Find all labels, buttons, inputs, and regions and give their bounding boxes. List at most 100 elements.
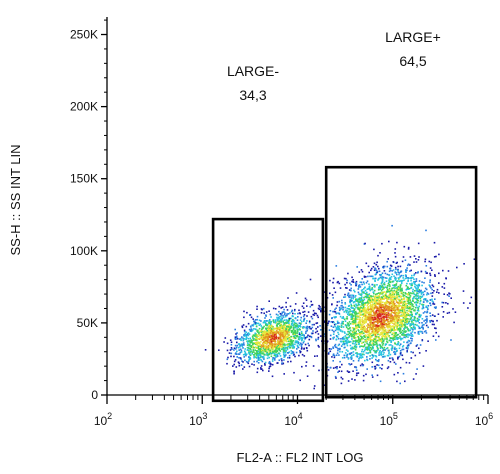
event-dot	[378, 306, 381, 308]
event-dot	[353, 289, 355, 292]
event-dot	[406, 307, 408, 309]
event-dot	[351, 327, 354, 329]
event-dot	[412, 329, 414, 331]
event-dot	[353, 335, 355, 338]
event-dot	[338, 354, 340, 356]
event-dot	[387, 333, 389, 336]
event-dot	[363, 321, 365, 323]
event-dot	[249, 330, 252, 332]
event-dot	[263, 330, 265, 333]
event-dot	[393, 334, 395, 337]
event-dot	[417, 299, 419, 302]
event-dot	[403, 316, 406, 319]
event-dot	[270, 344, 272, 347]
event-dot	[385, 297, 387, 299]
event-dot	[262, 349, 264, 351]
event-dot	[397, 342, 400, 344]
event-dot	[255, 342, 258, 344]
event-dot	[376, 306, 378, 308]
event-dot	[366, 325, 368, 327]
event-dot	[382, 317, 385, 320]
event-dot	[262, 344, 265, 347]
event-dot	[373, 321, 375, 324]
event-dot	[423, 281, 425, 284]
event-dot	[405, 296, 408, 298]
event-dot	[403, 297, 405, 299]
event-dot	[255, 356, 257, 358]
event-dot	[241, 326, 244, 329]
event-dot	[292, 337, 295, 339]
event-dot	[306, 375, 309, 377]
event-dot	[350, 284, 352, 286]
event-dot	[251, 329, 254, 332]
event-dot	[378, 340, 381, 342]
event-dot	[344, 352, 347, 354]
event-dot	[357, 325, 360, 327]
event-dot	[268, 326, 271, 328]
event-dot	[353, 337, 356, 339]
event-dot	[254, 335, 256, 337]
event-dot	[257, 348, 260, 351]
event-dot	[388, 322, 390, 325]
event-dot	[379, 309, 381, 312]
event-dot	[352, 347, 355, 350]
event-dot	[430, 319, 433, 322]
event-dot	[265, 315, 267, 317]
event-dot	[433, 303, 436, 305]
event-dot	[361, 289, 364, 291]
event-dot	[404, 336, 407, 339]
event-dot	[412, 297, 415, 299]
event-dot	[272, 350, 274, 353]
event-dot	[370, 324, 373, 327]
event-dot	[269, 365, 272, 367]
event-dot	[344, 293, 346, 296]
event-dot	[396, 343, 398, 346]
gate-name-label: LARGE-	[227, 63, 279, 79]
event-dot	[252, 343, 254, 345]
event-dot	[275, 337, 278, 340]
event-dot	[369, 313, 372, 316]
event-dot	[279, 312, 282, 315]
event-dot	[450, 297, 452, 299]
event-dot	[357, 323, 360, 326]
event-dot	[238, 362, 240, 365]
event-dot	[408, 320, 411, 323]
event-dot	[429, 312, 431, 314]
event-dot	[369, 302, 372, 304]
event-dot	[288, 317, 291, 320]
event-dot	[333, 331, 335, 333]
event-dot	[379, 333, 381, 336]
event-dot	[350, 289, 352, 292]
event-dot	[386, 277, 388, 279]
event-dot	[388, 309, 391, 312]
event-dot	[273, 331, 275, 334]
event-dot	[246, 333, 248, 336]
event-dot	[350, 358, 353, 360]
event-dot	[288, 333, 290, 336]
event-dot	[349, 340, 352, 343]
event-dot	[299, 319, 302, 321]
event-dot	[399, 299, 401, 302]
event-dot	[385, 319, 388, 322]
event-dot	[397, 298, 400, 301]
event-dot	[384, 320, 386, 322]
event-dot	[303, 336, 306, 339]
event-dot	[357, 335, 360, 338]
event-dot	[360, 337, 362, 340]
event-dot	[263, 348, 266, 351]
event-dot	[395, 338, 398, 340]
event-dot	[283, 359, 285, 361]
event-dot	[421, 332, 424, 334]
event-dot	[361, 326, 363, 329]
event-dot	[447, 302, 449, 305]
event-dot	[333, 354, 336, 357]
event-dot	[441, 306, 444, 308]
event-dot	[378, 315, 381, 318]
event-dot	[405, 306, 407, 308]
event-dot	[433, 315, 436, 317]
event-dot	[399, 286, 401, 289]
event-dot	[363, 296, 365, 299]
event-dot	[356, 299, 359, 302]
event-dot	[394, 255, 397, 258]
event-dot	[380, 332, 382, 334]
